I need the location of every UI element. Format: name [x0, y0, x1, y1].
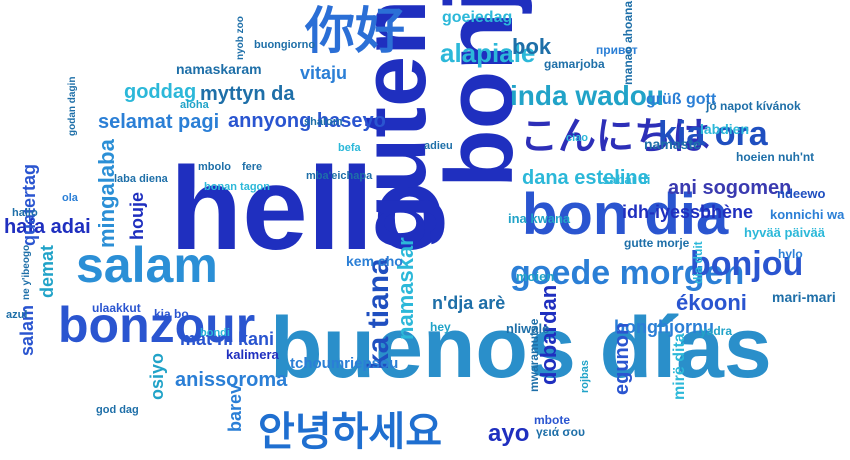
word: jó napot kívánok: [706, 99, 801, 113]
word: myttyn da: [200, 83, 295, 105]
word: rojbas: [579, 359, 591, 393]
word: namaskaram: [176, 61, 262, 77]
word: vitaju: [300, 63, 348, 83]
word: annyong haseyo: [228, 110, 386, 132]
word: ka tiana: [362, 258, 395, 370]
word: ola: [62, 192, 78, 204]
word: moien: [516, 269, 555, 284]
word: god dag: [96, 404, 139, 416]
word: mbolo: [198, 161, 231, 173]
word: bonjou: [690, 245, 804, 283]
word: demat: [37, 244, 57, 298]
word: ne y'ibeogo: [21, 244, 32, 300]
word: ékooni: [676, 290, 747, 315]
word: befa: [338, 142, 361, 154]
word: ina kwana: [508, 211, 571, 226]
word: anissoroma: [175, 369, 288, 391]
word: fere: [242, 161, 263, 173]
word: buongiorno: [254, 39, 316, 51]
word: mba'eichapa: [306, 170, 373, 182]
word: bonghjornu: [614, 317, 714, 337]
word: dia duit: [691, 241, 705, 284]
word: tchoumriepsou: [290, 355, 399, 372]
word: ndeewo: [777, 186, 826, 201]
word: kia bo: [154, 307, 189, 321]
word: hoeien nuh'nt: [736, 150, 815, 164]
word: hafa adai: [4, 216, 91, 238]
word: godan dagin: [67, 76, 78, 136]
word: こんにちは: [520, 116, 711, 158]
word: mari-mari: [772, 289, 836, 305]
word: n'dja arè: [432, 293, 506, 313]
word: 你好: [305, 3, 405, 59]
word: selamat pagi: [98, 111, 220, 133]
word: mingalaba: [94, 139, 119, 248]
word: ani sogomen: [668, 177, 792, 199]
word: nyob zoo: [235, 16, 246, 60]
word: grüß gott: [646, 91, 717, 108]
word: egunon: [611, 322, 633, 395]
word: bondi: [200, 327, 230, 339]
word: salam: [76, 237, 218, 293]
word: barev: [225, 383, 245, 432]
word: goede morgen: [510, 254, 745, 292]
word: mwaramutse: [527, 318, 541, 392]
word: manao ahoana: [621, 0, 635, 85]
word: azul: [6, 309, 28, 321]
word: nliwale: [506, 321, 550, 336]
word: yadra: [700, 324, 733, 338]
word: bonzour: [58, 297, 256, 353]
word: osiyo: [147, 352, 167, 400]
word: laba diena: [114, 173, 168, 185]
word: hallo: [12, 207, 38, 219]
word: ayo: [488, 420, 530, 447]
word: gutte morje: [624, 236, 690, 250]
word: buenos días: [270, 300, 772, 396]
word: shalom: [304, 116, 343, 128]
word: sabai di: [602, 172, 651, 187]
word: mbote: [534, 413, 570, 427]
word: aloha: [180, 99, 209, 111]
word: mat ni kani: [180, 329, 275, 349]
word: quatertag: [19, 163, 39, 246]
word: γειά σου: [536, 425, 585, 439]
word: dana esteline: [522, 167, 649, 189]
word: hello: [170, 143, 446, 275]
word: idh-iyessbhène: [622, 202, 754, 222]
word: bok: [512, 34, 552, 59]
word: bonan tagon: [204, 181, 270, 193]
word: bon dia: [522, 182, 729, 247]
word: konnichi wa: [770, 207, 845, 222]
word: inda wadou: [510, 80, 664, 111]
word: hey: [430, 320, 451, 334]
word: namaste: [644, 136, 701, 152]
word: ciao: [566, 132, 589, 144]
word: alapiale: [440, 38, 536, 68]
word: 안녕하세요: [258, 410, 442, 454]
word: labdien: [700, 121, 750, 137]
word: houje: [127, 192, 147, 240]
word: привет: [596, 43, 638, 57]
word: goeiedag: [442, 9, 513, 26]
word: kalimera: [226, 347, 279, 362]
word: gamarjoba: [544, 57, 605, 71]
word: kem cho: [346, 253, 403, 269]
word: hyvää päivää: [744, 225, 825, 240]
word: mirë dita: [671, 333, 688, 400]
word: ulaakkut: [92, 301, 141, 315]
word: kia ora: [658, 115, 768, 153]
word: goddag: [124, 81, 197, 103]
word: hylo: [778, 247, 803, 261]
word: adieu: [424, 140, 453, 152]
